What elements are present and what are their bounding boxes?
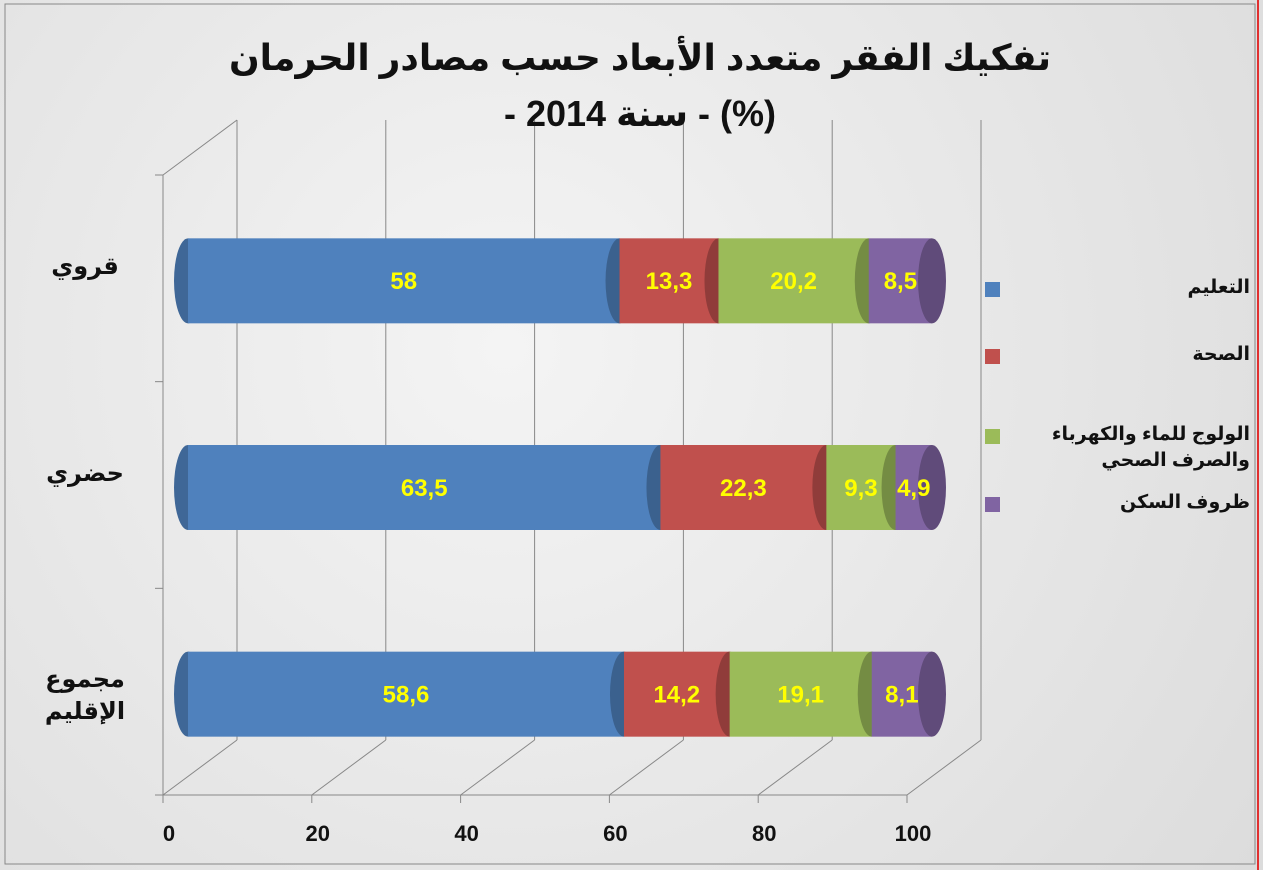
- data-label: 22,3: [720, 475, 767, 502]
- bar: [623, 651, 730, 737]
- axis-line: [162, 119, 238, 176]
- x-tick-label: 100: [895, 821, 932, 846]
- data-label: 14,2: [653, 682, 700, 709]
- data-label: 63,5: [401, 475, 448, 502]
- legend-label: التعليم: [1187, 277, 1250, 298]
- legend-swatch: [985, 429, 1000, 444]
- x-tick-label: 0: [163, 821, 175, 846]
- chart-title: تفكيك الفقر متعدد الأبعاد حسب مصادر الحر…: [228, 37, 1052, 134]
- grid-line: [460, 739, 535, 796]
- x-tick-label: 60: [603, 821, 627, 846]
- y-tick-label: قروي: [51, 252, 119, 280]
- data-label: 4,9: [897, 475, 930, 502]
- legend-label: الصحة: [1192, 344, 1250, 365]
- x-tick-label: 20: [306, 821, 330, 846]
- grid-line: [162, 739, 238, 796]
- bar: [619, 238, 719, 324]
- bar: [188, 651, 624, 737]
- y-tick-label: حضري: [46, 459, 124, 487]
- legend-label: ظروف السكن: [1119, 492, 1250, 513]
- bar-cap: [918, 445, 946, 530]
- data-label: 8,5: [884, 268, 917, 295]
- grid-line: [757, 739, 833, 796]
- bar: [729, 651, 872, 737]
- legend-swatch: [985, 349, 1000, 364]
- chart-border: [4, 3, 1256, 865]
- data-label: 58,6: [383, 682, 430, 709]
- x-tick-label: 80: [752, 821, 776, 846]
- data-label: 13,3: [646, 268, 693, 295]
- bar-cap: [918, 651, 946, 737]
- data-label: 20,2: [770, 268, 817, 295]
- data-label: 58: [390, 268, 417, 295]
- y-tick-label: مجموع الإقليم: [44, 666, 126, 726]
- legend-swatch: [985, 282, 1000, 297]
- grid-line: [609, 739, 684, 796]
- bar: [188, 238, 620, 324]
- bar: [660, 445, 827, 530]
- grid-line: [311, 739, 387, 796]
- data-label: 19,1: [777, 682, 824, 709]
- bar-cap: [918, 238, 946, 324]
- legend-label: الولوج للماء والكهرباء والصرف الصحي: [1051, 424, 1250, 471]
- grid-line: [906, 739, 982, 796]
- data-label: 8,1: [885, 682, 918, 709]
- data-label: 9,3: [844, 475, 877, 502]
- x-tick-label: 40: [454, 821, 478, 846]
- legend-swatch: [985, 497, 1000, 512]
- bar: [718, 238, 869, 324]
- bar: [188, 445, 661, 530]
